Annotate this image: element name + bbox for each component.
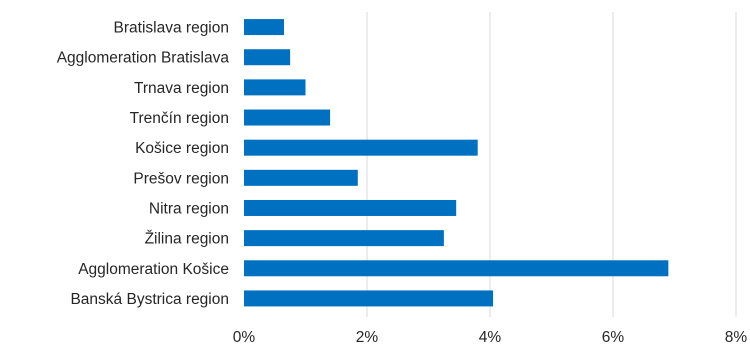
bar-2 [244, 49, 291, 66]
x-tick-label: 2% [356, 329, 379, 346]
category-label: Prešov region [133, 170, 229, 187]
category-label: Banská Bystrica region [70, 291, 229, 308]
bar-10 [244, 290, 494, 307]
bars [244, 19, 669, 307]
x-tick-label: 0% [233, 329, 256, 346]
category-label: Košice region [135, 140, 229, 157]
category-labels: Bratislava region Agglomeration Bratislav… [57, 20, 230, 308]
category-label: Trnava region [134, 80, 229, 97]
bar-8 [244, 230, 444, 247]
category-label: Bratislava region [114, 20, 229, 37]
category-label: Žilina region [145, 231, 229, 248]
category-label: Trenčín region [130, 110, 229, 127]
category-label: Nitra region [149, 200, 229, 217]
category-label: Agglomeration Košice [78, 261, 229, 278]
category-label: Agglomeration Bratislava [57, 50, 230, 67]
x-tick-label: 6% [602, 329, 625, 346]
bar-6 [244, 169, 358, 186]
x-tick-label: 8% [725, 329, 748, 346]
bar-4 [244, 109, 331, 126]
x-tick-label: 4% [479, 329, 502, 346]
bar-3 [244, 79, 306, 96]
bar-5 [244, 139, 478, 156]
bar-9 [244, 260, 669, 277]
bar-7 [244, 199, 457, 216]
x-tick-labels: 0% 2% 4% 6% 8% [233, 329, 748, 346]
bar-1 [244, 19, 284, 36]
